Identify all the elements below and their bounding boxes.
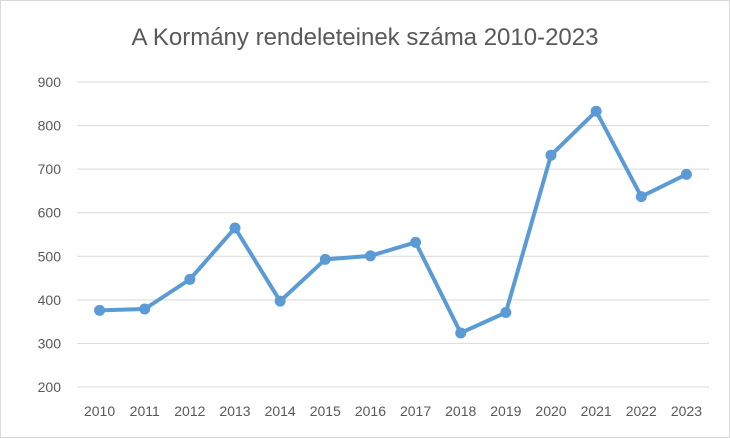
data-point-2012: [184, 273, 196, 285]
x-tick-label: 2023: [671, 403, 702, 419]
data-point-2023: [680, 168, 692, 180]
x-tick-label: 2013: [219, 403, 250, 419]
data-point-2013: [229, 222, 241, 234]
y-tick-label: 400: [38, 292, 62, 308]
x-tick-label: 2017: [400, 403, 431, 419]
x-tick-label: 2021: [581, 403, 612, 419]
y-tick-label: 700: [38, 161, 62, 177]
x-tick-label: 2011: [130, 403, 160, 419]
x-tick-label: 2019: [490, 403, 521, 419]
y-tick-label: 600: [38, 205, 62, 221]
x-tick-label: 2010: [84, 403, 115, 419]
x-axis-tick-labels: 2010 2011 2012 2013 2014 2015 2016 2017 2018 2019…: [84, 403, 702, 419]
y-tick-label: 200: [38, 379, 62, 395]
data-point-2022: [635, 191, 647, 203]
data-point-2014: [274, 295, 286, 307]
series-line: [97, 109, 689, 335]
x-tick-label: 2015: [310, 403, 341, 419]
data-point-2016: [364, 250, 376, 262]
data-point-2017: [410, 236, 422, 248]
x-tick-label: 2014: [265, 403, 296, 419]
gridlines: [77, 81, 709, 388]
y-tick-label: 900: [38, 74, 62, 90]
x-tick-label: 2012: [174, 403, 205, 419]
data-point-2021: [590, 105, 602, 117]
series-layer: [94, 105, 692, 339]
y-axis-tick-labels: 200 300 400 500 600 700 800 900: [38, 74, 62, 395]
y-tick-label: 500: [38, 248, 62, 264]
chart-title: A Kormány rendeleteinek száma 2010-2023: [132, 24, 599, 51]
data-point-2015: [319, 253, 331, 265]
data-point-2010: [94, 304, 106, 316]
y-tick-label: 800: [38, 118, 62, 134]
y-tick-label: 300: [38, 335, 62, 351]
data-point-2019: [500, 306, 512, 318]
data-point-2011: [139, 303, 151, 315]
data-point-2020: [545, 149, 557, 161]
x-tick-label: 2022: [626, 403, 657, 419]
x-tick-label: 2018: [445, 403, 476, 419]
data-point-2018: [455, 327, 467, 339]
x-tick-label: 2016: [355, 403, 386, 419]
x-tick-label: 2020: [535, 403, 566, 419]
